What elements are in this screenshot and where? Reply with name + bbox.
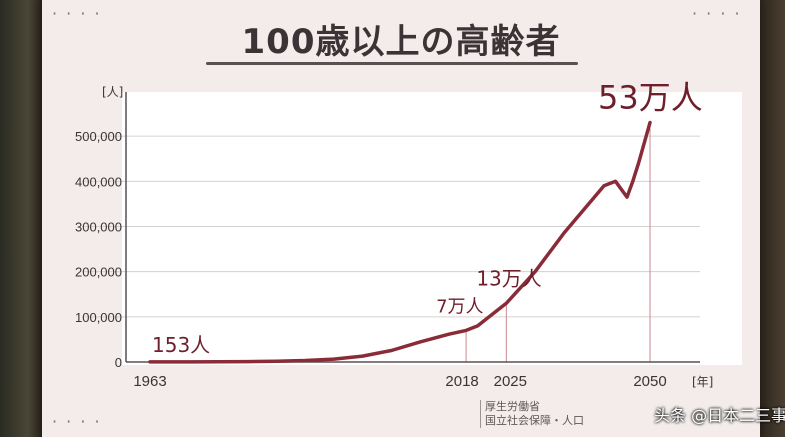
y-unit-label: [人] (102, 85, 123, 99)
data-label: 7万人 (436, 296, 483, 317)
source-line-2: 国立社会保障・人口 (485, 414, 584, 427)
background-left (0, 0, 46, 437)
watermark: 头条 @日本二三事 (654, 406, 785, 425)
y-tick-label: 100,000 (75, 310, 122, 325)
x-unit-label: [年] (692, 375, 713, 389)
data-label: 153人 (152, 333, 210, 357)
y-tick-label: 300,000 (75, 220, 122, 235)
corner-dots-top-left: · · · · (52, 4, 102, 23)
source-line-1: 厚生労働省 (485, 400, 540, 413)
x-tick-label: 2050 (633, 373, 666, 390)
y-tick-label: 400,000 (75, 174, 122, 189)
x-tick-label: 2018 (445, 373, 478, 390)
series-line (148, 120, 652, 364)
y-tick-label: 500,000 (75, 129, 122, 144)
y-tick-label: 0 (115, 355, 122, 370)
corner-dots-bottom-left: · · · · (52, 412, 102, 431)
source-note: 厚生労働省 国立社会保障・人口 (480, 400, 584, 428)
x-tick-label: 1963 (133, 373, 166, 390)
chart-board: 100歳以上の高齢者 · · · · · · · · · · · · 0 100,… (42, 0, 785, 437)
data-label: 13万人 (476, 266, 541, 290)
background-right (757, 0, 785, 437)
y-tick-label: 200,000 (75, 265, 122, 280)
x-tick-label: 2025 (494, 373, 527, 390)
corner-dots-top-right: · · · · (692, 4, 742, 23)
title-underline (206, 62, 578, 65)
data-label: 53万人 (598, 79, 703, 117)
plot-area (122, 92, 742, 365)
line-chart: 0 100,000 200,000 300,000 400,000 500,000 [人] 1… (75, 79, 713, 390)
chart-title: 100歳以上の高齢者 (241, 22, 561, 62)
